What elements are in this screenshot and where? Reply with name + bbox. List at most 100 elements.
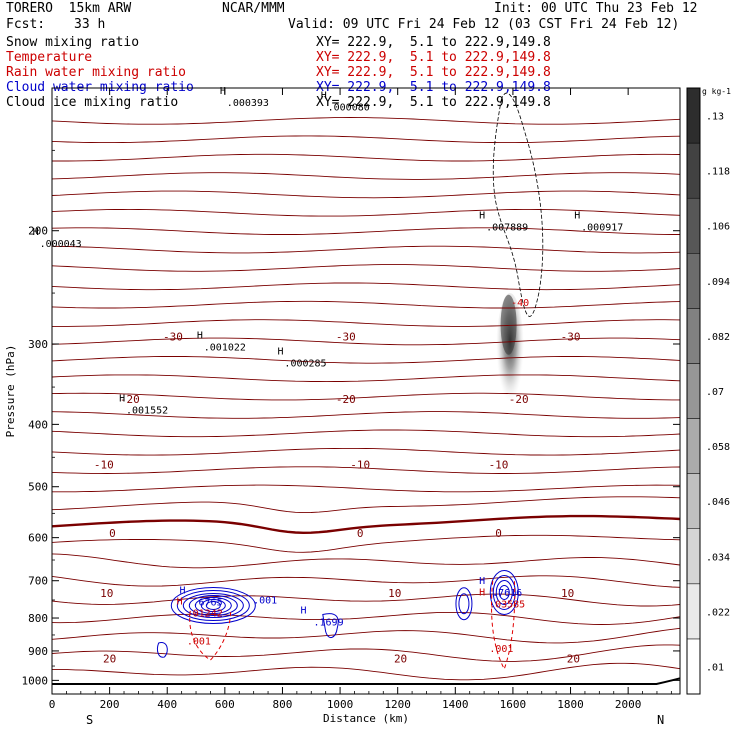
rain-water-contour [189, 610, 232, 661]
temperature-contour-label: 20 [103, 653, 116, 666]
maximum-value-label: .03585 [489, 599, 525, 610]
temperature-contour-label: 10 [561, 587, 574, 600]
temperature-contour [52, 466, 680, 474]
y-tick-label: 500 [28, 481, 48, 494]
cloud-water-contour [489, 569, 519, 615]
temperature-contour-label: 0 [495, 527, 502, 540]
south-end-label: S [86, 713, 93, 727]
field-name-snow: Snow mixing ratio [6, 35, 140, 50]
forecast-hours: 33 h [74, 17, 106, 32]
y-tick-label: 900 [28, 645, 48, 658]
x-tick-label: 600 [215, 698, 235, 711]
maximum-marker: H [301, 606, 307, 617]
maximum-value-label: .1699 [313, 618, 343, 629]
field-name-cloud-ice: Cloud ice mixing ratio [6, 95, 179, 110]
colorbar-tick-label: .058 [706, 442, 730, 453]
cloud-water-contour [182, 593, 244, 619]
cloud-water-contour [498, 584, 510, 600]
maximum-marker: H [119, 394, 125, 405]
temperature-contour [52, 627, 680, 644]
maximum-marker: H [33, 227, 39, 238]
maximum-value-label: .000917 [581, 223, 623, 234]
colorbar-segment [686, 308, 701, 364]
x-axis-label: Distance (km) [323, 712, 409, 725]
colorbar-frame [686, 87, 701, 695]
colorbar-segment [686, 253, 701, 309]
colorbar-tick-label: .13 [706, 112, 724, 123]
colorbar-tick-label: .118 [706, 167, 730, 178]
maximum-marker: H [180, 586, 186, 597]
maximum-value-label: .01242 [187, 608, 223, 619]
temperature-contour-label: -10 [489, 459, 509, 472]
temperature-contour [52, 208, 680, 217]
colorbar-unit-label: g kg-1 [702, 87, 731, 96]
colorbar-segment [686, 87, 701, 144]
x-tick-label: 2000 [615, 698, 642, 711]
temperature-contour [52, 575, 680, 588]
temperature-contour-label: -20 [120, 393, 140, 406]
maximum-marker: H [479, 211, 485, 222]
temperature-contour-label: 10 [388, 587, 401, 600]
maximum-value-label: .001552 [126, 406, 168, 417]
plot-frame [51, 87, 681, 695]
temperature-contour-label: -20 [509, 393, 529, 406]
y-tick-label: 200 [28, 225, 48, 238]
field-xy-cloud-ice: XY= 222.9, 5.1 to 222.9,149.8 [316, 95, 551, 110]
colorbar-segment [686, 528, 701, 585]
temperature-contour [52, 411, 680, 419]
y-tick-label: 300 [28, 338, 48, 351]
cloud-water-contour [495, 579, 513, 605]
temperature-contour [52, 534, 680, 553]
cloud-water-contour [176, 590, 250, 622]
temperature-contour [52, 300, 680, 309]
maximum-value-label: .000043 [40, 239, 82, 250]
temperature-contour [52, 611, 680, 625]
temperature-contour [52, 553, 680, 569]
temperature-contour [52, 514, 680, 535]
colorbar-tick-label: .106 [706, 222, 730, 233]
temperature-contour [52, 356, 680, 364]
temperature-contour [52, 245, 680, 254]
colorbar-tick-label: .022 [706, 607, 730, 618]
x-tick-label: 1800 [557, 698, 584, 711]
colorbar-segment [686, 142, 701, 199]
temperature-contour [52, 227, 680, 235]
temperature-contour [52, 337, 680, 346]
y-tick-label: 600 [28, 532, 48, 545]
colorbar-segment [686, 473, 701, 529]
north-end-label: N [657, 713, 664, 727]
y-tick-label: 400 [28, 418, 48, 431]
temperature-contour [52, 135, 680, 144]
contour-value-label: .001 [489, 644, 513, 655]
model-title: TORERO 15km ARW [6, 1, 132, 16]
organization-label: NCAR/MMM [222, 1, 285, 16]
temperature-contour-label: -30 [163, 330, 183, 343]
temperature-contour-label: 10 [100, 587, 113, 600]
x-tick-label: 1200 [384, 698, 411, 711]
field-xy-snow: XY= 222.9, 5.1 to 222.9,149.8 [316, 35, 551, 50]
temperature-contour [52, 593, 680, 607]
colorbar-tick-label: .094 [706, 277, 730, 288]
x-tick-label: 200 [100, 698, 120, 711]
cloud-water-contour [205, 601, 221, 611]
maximum-value-label: .000393 [227, 98, 269, 109]
temperature-contour-label: 20 [567, 653, 580, 666]
y-tick-label: 700 [28, 575, 48, 588]
temperature-contour [52, 644, 680, 662]
y-tick-label: 1000 [22, 674, 49, 687]
field-name-temperature: Temperature [6, 50, 93, 65]
cloud-water-contour [322, 613, 339, 639]
colorbar-tick-label: .07 [706, 387, 724, 398]
temperature-contour [52, 484, 680, 493]
x-tick-label: 1600 [500, 698, 527, 711]
temperature-contour [52, 662, 680, 681]
colorbar-segment [686, 197, 701, 254]
temperature-contour [52, 496, 680, 514]
temperature-contour [52, 319, 680, 327]
temperature-contour [52, 429, 680, 438]
cloud-water-contour [455, 587, 473, 621]
cloud-water-contour [170, 587, 256, 625]
cloud-water-contour [492, 574, 516, 610]
colorbar-segment [686, 638, 701, 695]
x-tick-label: 1400 [442, 698, 469, 711]
